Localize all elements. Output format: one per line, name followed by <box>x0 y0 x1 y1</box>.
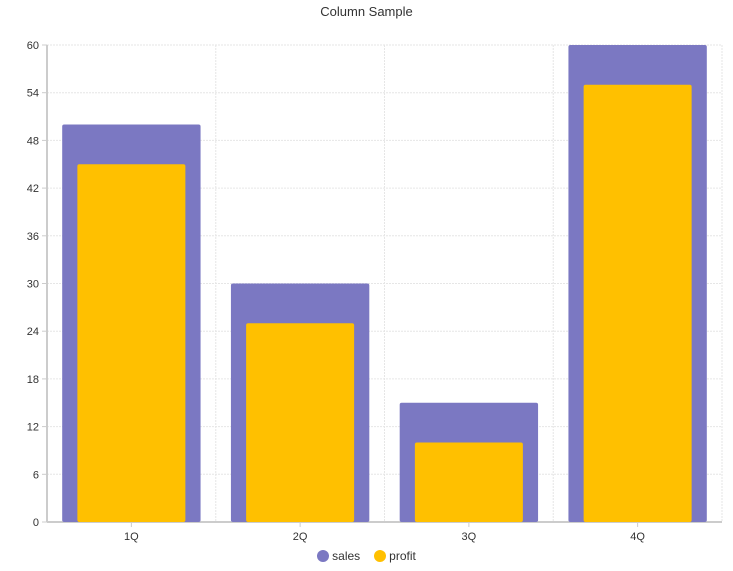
legend: sales profit <box>0 549 733 563</box>
y-tick-label: 48 <box>27 135 39 147</box>
y-tick-label: 6 <box>33 469 39 481</box>
y-tick-label: 36 <box>27 231 39 243</box>
y-tick-label: 42 <box>27 183 39 195</box>
bar-profit-4Q <box>583 84 692 522</box>
x-tick-label: 3Q <box>462 531 477 543</box>
x-tick-label: 1Q <box>124 531 139 543</box>
bar-profit-1Q <box>77 164 186 522</box>
legend-label-profit: profit <box>389 549 416 563</box>
y-tick-label: 12 <box>27 422 39 434</box>
chart-title: Column Sample <box>320 4 413 19</box>
legend-swatch-sales <box>317 550 330 562</box>
legend-label-sales: sales <box>332 549 361 563</box>
x-tick-label: 4Q <box>630 531 645 543</box>
y-tick-label: 24 <box>27 326 39 338</box>
y-tick-label: 54 <box>27 88 39 100</box>
legend-swatch-profit <box>374 550 387 562</box>
y-tick-label: 0 <box>33 517 39 529</box>
y-tick-label: 30 <box>27 279 39 291</box>
legend-item-sales[interactable]: sales <box>317 549 360 563</box>
x-tick-label: 2Q <box>293 531 308 543</box>
bar-profit-3Q <box>414 442 523 522</box>
bar-profit-2Q <box>246 323 355 522</box>
legend-item-profit[interactable]: profit <box>374 549 416 563</box>
y-tick-label: 18 <box>27 374 39 386</box>
y-tick-label: 60 <box>27 40 39 52</box>
